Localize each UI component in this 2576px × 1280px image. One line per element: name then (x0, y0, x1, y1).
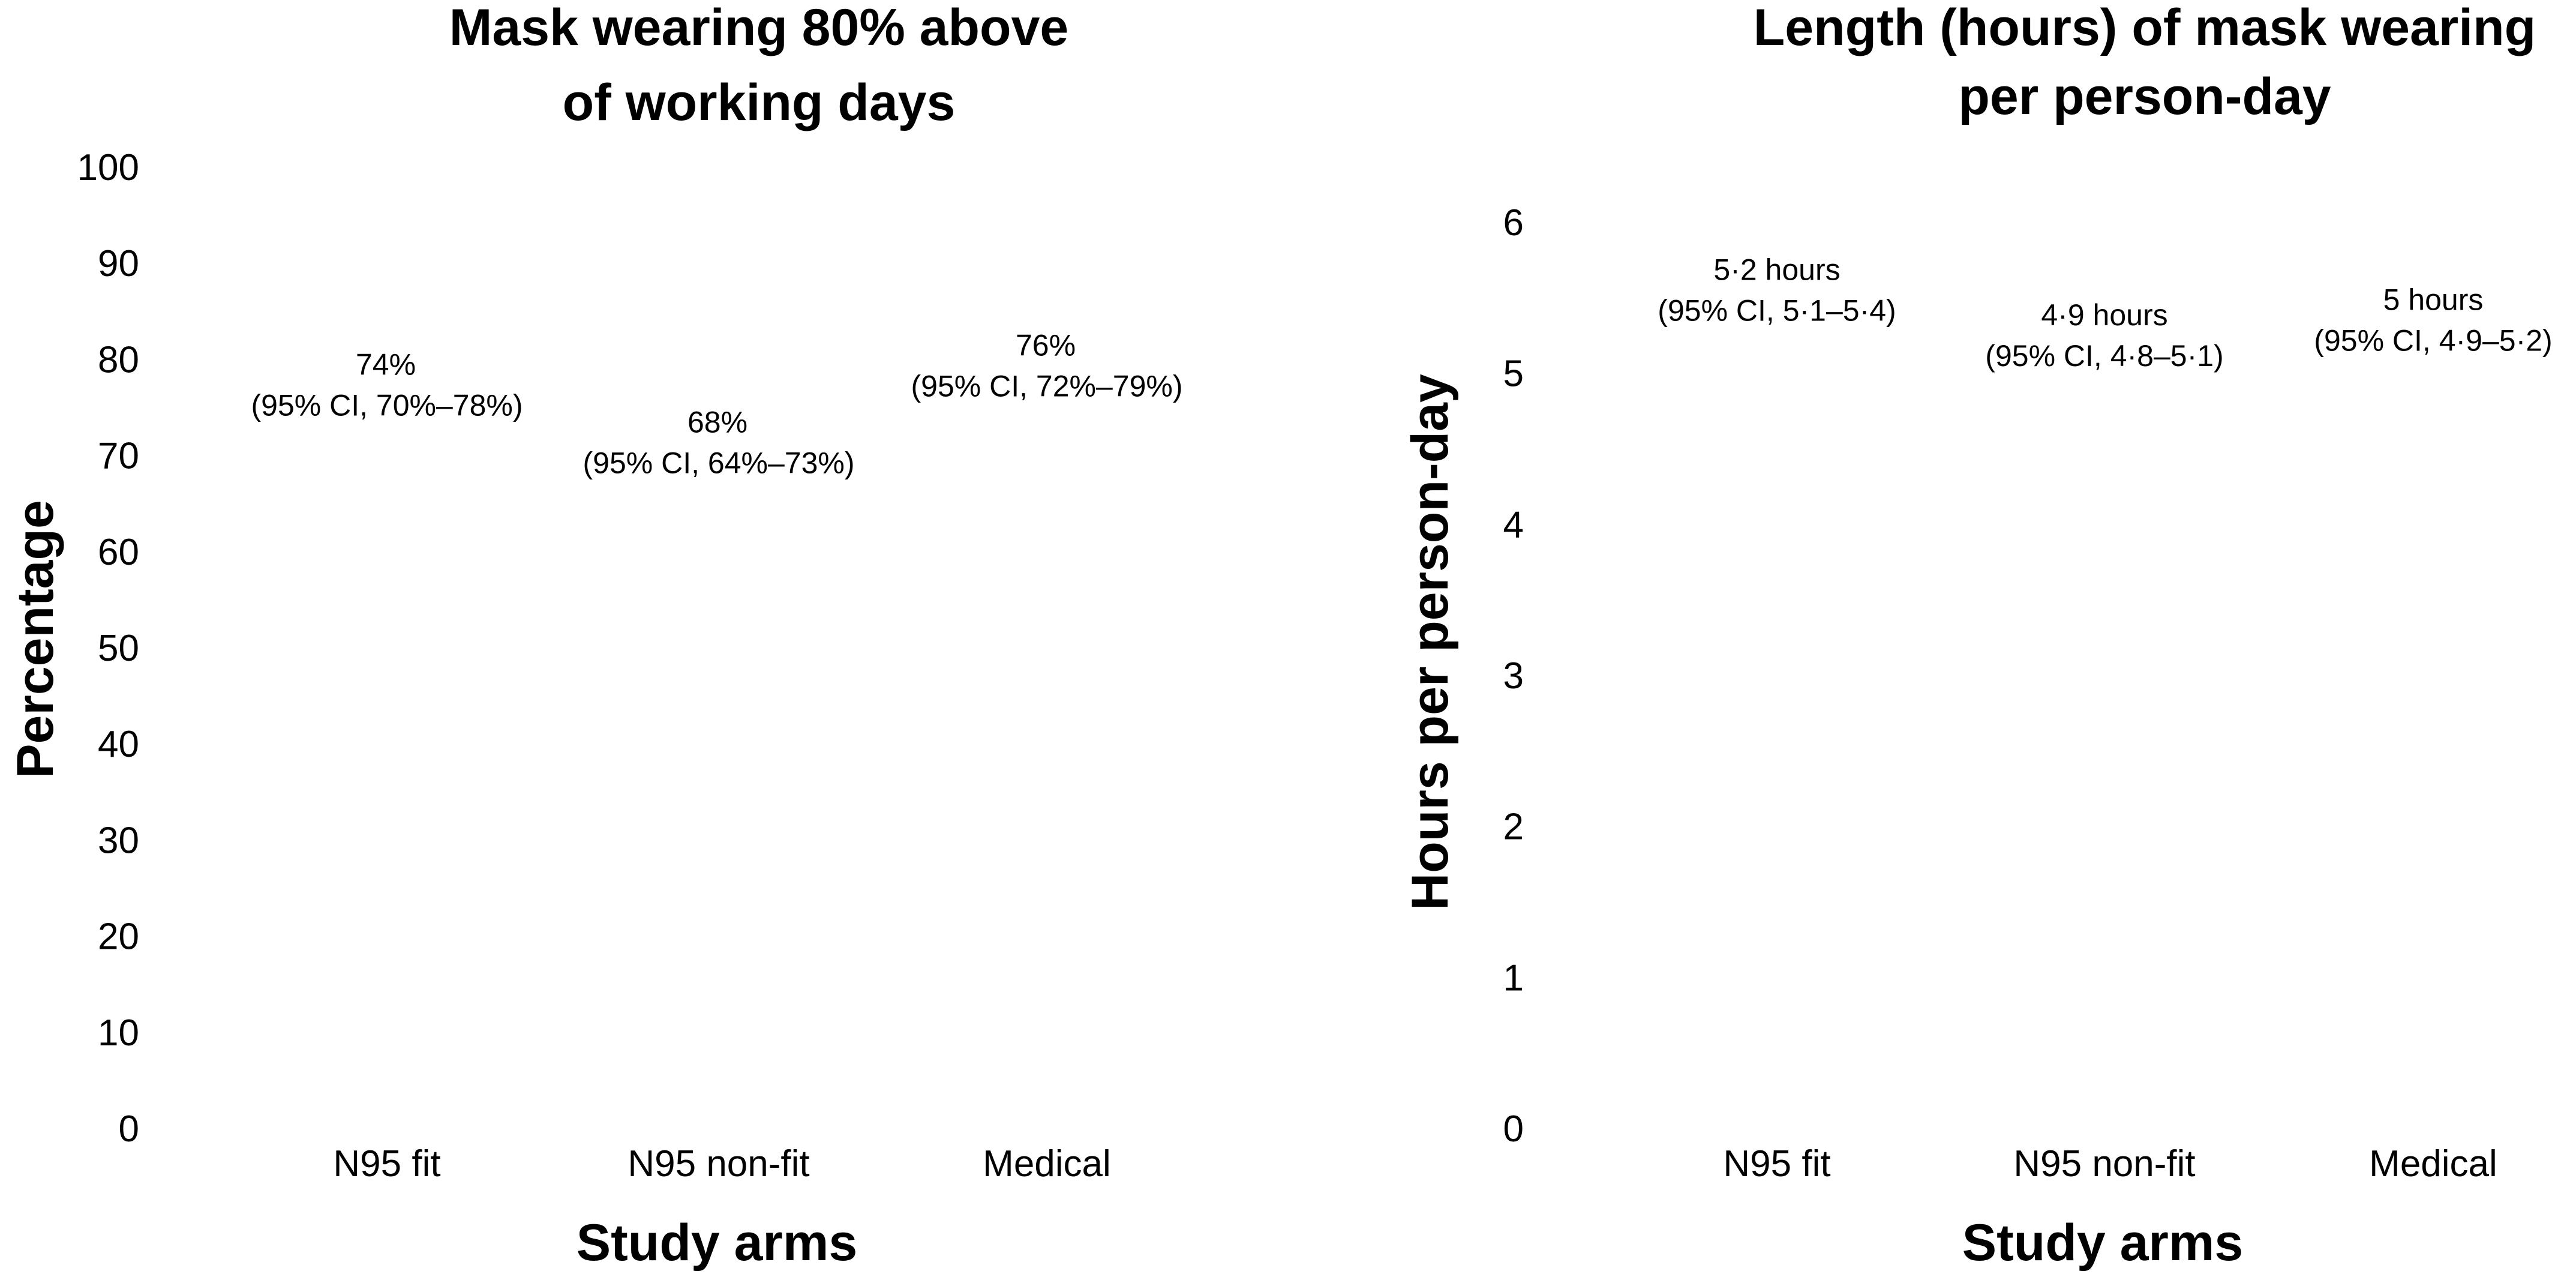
chart-title-line-1: Length (hours) of mask wearing (1754, 0, 2536, 56)
x-axis-label: Study arms (1962, 1214, 2243, 1272)
data-label-value-3: 76% (1016, 328, 1076, 362)
x-category-label-3: Medical (983, 1143, 1111, 1185)
data-label-ci-3: (95% CI, 4·9–5·2) (2314, 324, 2552, 358)
y-tick-label-1: 1 (1503, 957, 1524, 999)
data-label-value-2: 4·9 hours (2041, 298, 2167, 332)
chart-title-line-2: of working days (563, 74, 956, 131)
x-category-label-1: N95 fit (333, 1143, 440, 1185)
y-tick-label-50: 50 (98, 628, 139, 669)
y-tick-label-6: 6 (1503, 202, 1524, 244)
data-label-value-3: 5 hours (2383, 283, 2484, 317)
y-tick-label-0: 0 (119, 1108, 139, 1150)
data-label-ci-2: (95% CI, 4·8–5·1) (1985, 339, 2223, 373)
y-tick-label-3: 3 (1503, 655, 1524, 697)
left-chart-panel: Mask wearing 80% above of working days Per… (7, 0, 1183, 1272)
right-chart-panel: Length (hours) of mask wearing per person… (1401, 0, 2553, 1272)
y-tick-label-4: 4 (1503, 504, 1524, 545)
y-tick-label-5: 5 (1503, 353, 1524, 395)
y-tick-label-100: 100 (77, 147, 139, 188)
x-category-label-2: N95 non-fit (2013, 1143, 2195, 1185)
y-tick-label-20: 20 (98, 916, 139, 958)
y-tick-label-70: 70 (98, 436, 139, 477)
y-tick-label-30: 30 (98, 820, 139, 861)
data-label-value-1: 5·2 hours (1713, 253, 1840, 286)
x-category-label-2: N95 non-fit (628, 1143, 809, 1185)
data-label-ci-3: (95% CI, 72%–79%) (911, 369, 1182, 403)
chart-title-line-1: Mask wearing 80% above (449, 0, 1068, 56)
y-tick-label-60: 60 (98, 532, 139, 573)
x-category-label-3: Medical (2369, 1143, 2497, 1185)
y-tick-label-80: 80 (98, 339, 139, 380)
data-label-value-2: 68% (687, 406, 747, 439)
x-category-label-1: N95 fit (1723, 1143, 1830, 1185)
y-tick-label-40: 40 (98, 724, 139, 765)
chart-title-line-2: per person-day (1958, 68, 2331, 125)
y-axis-label: Percentage (7, 500, 64, 778)
data-label-ci-1: (95% CI, 70%–78%) (251, 389, 523, 422)
y-tick-label-0: 0 (1503, 1108, 1524, 1150)
y-tick-label-10: 10 (98, 1012, 139, 1054)
x-axis-label: Study arms (577, 1214, 857, 1272)
y-tick-label-2: 2 (1503, 807, 1524, 848)
y-tick-label-90: 90 (98, 243, 139, 284)
data-label-ci-2: (95% CI, 64%–73%) (583, 446, 854, 480)
data-label-ci-1: (95% CI, 5·1–5·4) (1658, 293, 1896, 327)
data-label-value-1: 74% (356, 348, 416, 382)
y-axis-label: Hours per person-day (1401, 374, 1459, 910)
